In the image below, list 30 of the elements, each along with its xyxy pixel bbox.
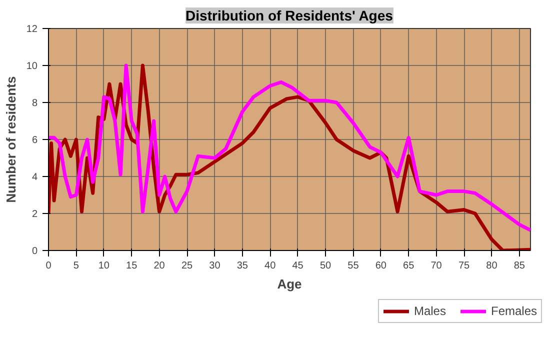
x-tick-label: 15 bbox=[126, 260, 138, 272]
x-axis-title: Age bbox=[277, 276, 302, 292]
x-tick-label: 45 bbox=[292, 260, 304, 272]
x-tick-label: 75 bbox=[458, 260, 470, 272]
x-tick-label: 5 bbox=[73, 260, 80, 272]
y-tick-label: 10 bbox=[26, 61, 38, 72]
y-tick-label: 12 bbox=[26, 24, 38, 35]
legend-label: Males bbox=[414, 304, 446, 318]
chart-title: Distribution of Residents' Ages bbox=[186, 8, 394, 24]
x-tick-label: 85 bbox=[514, 260, 526, 272]
x-tick-label: 65 bbox=[403, 260, 415, 272]
y-tick-label: 2 bbox=[32, 209, 38, 220]
x-tick-label: 0 bbox=[46, 260, 52, 272]
y-tick-label: 6 bbox=[32, 135, 38, 146]
x-tick-label: 70 bbox=[430, 260, 442, 272]
y-axis-title: Number of residents bbox=[3, 76, 18, 203]
legend-label: Females bbox=[490, 304, 537, 318]
x-tick-label: 55 bbox=[348, 260, 360, 272]
y-tick-label: 0 bbox=[32, 246, 38, 257]
x-tick-label: 10 bbox=[98, 260, 110, 272]
x-tick-label: 60 bbox=[375, 260, 387, 272]
x-tick-label: 40 bbox=[264, 260, 276, 272]
x-tick-label: 30 bbox=[209, 260, 221, 272]
x-tick-label: 50 bbox=[320, 260, 332, 272]
x-tick-label: 35 bbox=[236, 260, 248, 272]
x-tick-label: 20 bbox=[154, 260, 166, 272]
x-tick-label: 80 bbox=[486, 260, 498, 272]
y-tick-label: 4 bbox=[32, 172, 38, 183]
y-tick-label: 8 bbox=[32, 98, 38, 109]
x-tick-label: 25 bbox=[181, 260, 194, 272]
